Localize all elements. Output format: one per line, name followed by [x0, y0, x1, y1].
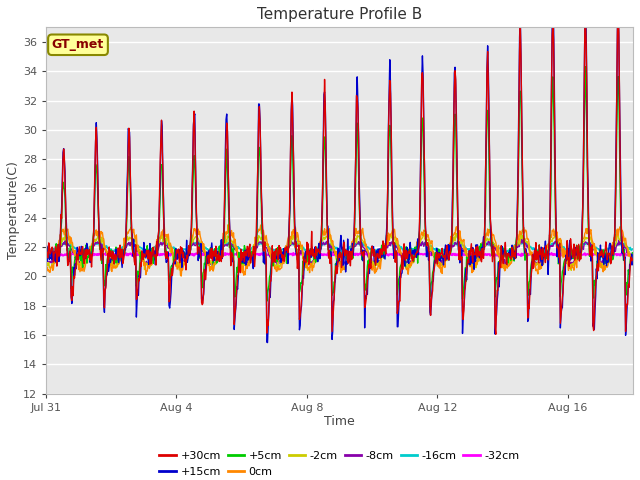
-16cm — [628, 246, 636, 252]
+5cm — [263, 298, 271, 304]
-2cm — [628, 255, 636, 261]
+5cm — [628, 250, 636, 256]
0cm — [288, 229, 296, 235]
0cm — [161, 222, 168, 228]
-16cm — [516, 240, 524, 246]
-2cm — [614, 230, 622, 236]
Text: GT_met: GT_met — [52, 38, 104, 51]
+30cm — [492, 331, 500, 337]
-16cm — [180, 246, 188, 252]
Line: -16cm: -16cm — [46, 242, 632, 252]
+15cm — [264, 340, 271, 346]
0cm — [257, 222, 264, 228]
Line: -8cm: -8cm — [46, 239, 632, 266]
+5cm — [375, 254, 383, 260]
+30cm — [628, 256, 636, 262]
-32cm — [628, 252, 636, 258]
+15cm — [180, 250, 188, 255]
+15cm — [516, 11, 524, 17]
+5cm — [287, 143, 295, 148]
-32cm — [182, 252, 189, 257]
-2cm — [63, 235, 71, 240]
+15cm — [628, 262, 636, 267]
0cm — [628, 258, 636, 264]
-8cm — [63, 241, 71, 247]
Title: Temperature Profile B: Temperature Profile B — [257, 7, 422, 22]
-16cm — [63, 241, 71, 247]
-2cm — [42, 263, 50, 268]
+15cm — [287, 107, 295, 113]
-32cm — [63, 251, 71, 257]
+5cm — [516, 88, 524, 94]
+30cm — [42, 253, 50, 259]
0cm — [177, 273, 185, 279]
+15cm — [582, 0, 589, 5]
Legend: +30cm, +15cm, +5cm, 0cm, -2cm, -8cm, -16cm, -32cm: +30cm, +15cm, +5cm, 0cm, -2cm, -8cm, -16… — [155, 447, 524, 480]
+5cm — [42, 247, 50, 253]
-8cm — [256, 239, 264, 245]
Line: +30cm: +30cm — [46, 9, 632, 334]
-2cm — [516, 238, 524, 243]
-2cm — [304, 267, 312, 273]
-32cm — [42, 252, 50, 257]
-8cm — [180, 257, 188, 263]
+15cm — [375, 252, 383, 258]
-8cm — [208, 264, 216, 269]
Line: -2cm: -2cm — [46, 233, 632, 270]
Line: 0cm: 0cm — [46, 225, 632, 276]
Line: -32cm: -32cm — [46, 252, 632, 256]
-32cm — [376, 252, 383, 257]
-16cm — [374, 248, 382, 253]
0cm — [517, 232, 525, 238]
+5cm — [180, 249, 188, 255]
-8cm — [628, 256, 636, 262]
-32cm — [288, 251, 296, 257]
-2cm — [287, 241, 294, 247]
-32cm — [144, 250, 152, 255]
+15cm — [63, 240, 71, 246]
-32cm — [81, 253, 88, 259]
-8cm — [42, 256, 50, 262]
-16cm — [42, 247, 50, 253]
-2cm — [375, 259, 383, 265]
-8cm — [516, 239, 524, 244]
-32cm — [517, 253, 525, 259]
-16cm — [533, 249, 541, 255]
X-axis label: Time: Time — [324, 415, 355, 429]
+15cm — [42, 248, 50, 253]
0cm — [42, 266, 50, 272]
+30cm — [374, 254, 382, 260]
Y-axis label: Temperature(C): Temperature(C) — [7, 161, 20, 259]
+30cm — [180, 255, 188, 261]
0cm — [63, 228, 71, 233]
+5cm — [582, 64, 589, 70]
+30cm — [516, 22, 524, 28]
-16cm — [287, 242, 294, 248]
+30cm — [287, 144, 294, 150]
Line: +5cm: +5cm — [46, 67, 632, 301]
0cm — [182, 255, 189, 261]
+15cm — [255, 101, 263, 107]
-32cm — [257, 251, 264, 257]
+30cm — [255, 104, 263, 109]
-8cm — [518, 236, 525, 242]
Line: +15cm: +15cm — [46, 2, 632, 343]
+5cm — [63, 248, 71, 253]
+5cm — [255, 144, 263, 150]
-2cm — [180, 262, 188, 268]
-16cm — [454, 239, 462, 245]
+30cm — [63, 248, 71, 253]
-8cm — [375, 257, 383, 263]
-8cm — [287, 238, 295, 244]
+30cm — [614, 6, 622, 12]
0cm — [376, 260, 383, 265]
-2cm — [255, 234, 263, 240]
-16cm — [255, 241, 263, 247]
